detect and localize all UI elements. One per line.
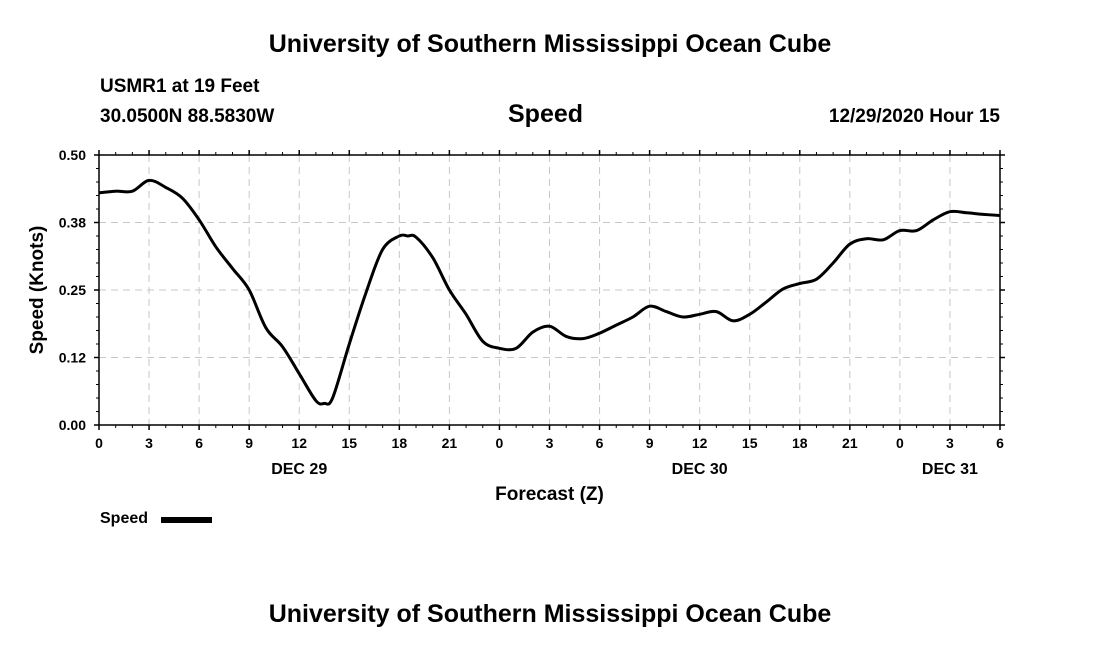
x-tick-label: 9 xyxy=(245,435,253,451)
y-axis-label: Speed (Knots) xyxy=(27,226,48,355)
x-tick-label: 3 xyxy=(546,435,554,451)
date-label: DEC 30 xyxy=(672,461,728,478)
legend-swatch xyxy=(161,517,212,523)
grid xyxy=(99,155,1000,425)
y-tick-label: 0.25 xyxy=(59,282,86,298)
y-tick-label: 0.38 xyxy=(59,215,86,231)
x-tick-label: 0 xyxy=(496,435,504,451)
x-tick-label: 21 xyxy=(842,435,858,451)
date-label: DEC 31 xyxy=(922,461,978,478)
x-tick-label: 3 xyxy=(145,435,153,451)
station-label: USMR1 at 19 Feet xyxy=(100,76,260,97)
y-axis-tick-labels: 0.00 0.12 0.25 0.38 0.50 xyxy=(59,147,86,433)
x-tick-label: 6 xyxy=(996,435,1004,451)
x-tick-label: 0 xyxy=(896,435,904,451)
x-tick-label: 12 xyxy=(291,435,307,451)
legend-label: Speed xyxy=(100,510,149,527)
x-axis-tick-labels: 0 3 6 9 12 15 18 21 0 3 6 9 12 15 18 21 0 3 6 xyxy=(95,435,1004,451)
x-tick-label: 3 xyxy=(946,435,954,451)
x-tick-label: 9 xyxy=(646,435,654,451)
x-tick-label: 18 xyxy=(792,435,808,451)
date-label: DEC 29 xyxy=(271,461,327,478)
y-tick-label: 0.12 xyxy=(59,350,86,366)
speed-series-line xyxy=(98,178,1001,406)
coordinates-label: 30.0500N 88.5830W xyxy=(100,106,275,127)
y-tick-label: 0.00 xyxy=(59,417,86,433)
x-axis-label: Forecast (Z) xyxy=(495,484,604,505)
x-tick-label: 0 xyxy=(95,435,103,451)
chart-title-top: University of Southern Mississippi Ocean… xyxy=(268,30,832,58)
x-tick-label: 12 xyxy=(692,435,708,451)
axis-ticks xyxy=(94,150,1005,430)
x-tick-label: 21 xyxy=(442,435,458,451)
timestamp-label: 12/29/2020 Hour 15 xyxy=(828,106,1000,127)
variable-title: Speed xyxy=(508,100,584,128)
x-tick-label: 18 xyxy=(392,435,408,451)
y-tick-label: 0.50 xyxy=(59,147,86,163)
date-labels: DEC 29 DEC 30 DEC 31 xyxy=(271,461,978,478)
x-tick-label: 15 xyxy=(341,435,357,451)
x-tick-label: 6 xyxy=(195,435,203,451)
chart-title-bottom: University of Southern Mississippi Ocean… xyxy=(268,600,832,628)
x-tick-label: 6 xyxy=(596,435,604,451)
x-tick-label: 15 xyxy=(742,435,758,451)
